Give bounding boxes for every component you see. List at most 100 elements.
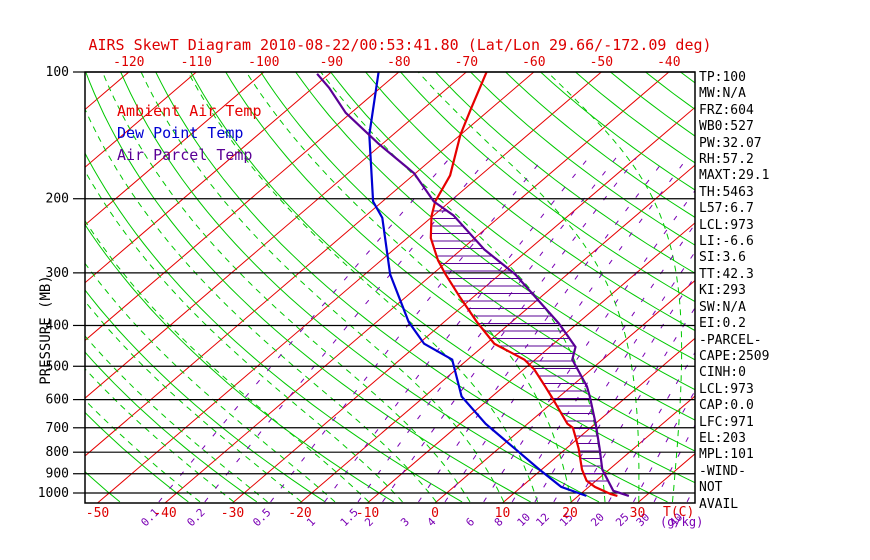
legend-ambient-air-temp: Ambient Air Temp — [117, 102, 262, 120]
stat-item: RH:57.2 — [699, 152, 754, 168]
stat-item: TT:42.3 — [699, 266, 754, 282]
dry-adiabat-line — [540, 72, 695, 191]
mixing-ratio-tick-label: 6 — [463, 515, 477, 529]
pressure-tick-label: 500 — [46, 359, 69, 374]
stat-item: EI:0.2 — [699, 316, 746, 332]
dry-adiabat-line — [505, 72, 695, 218]
pressure-tick-label: 400 — [46, 318, 69, 333]
stat-item: AVAIL — [699, 496, 739, 512]
moist-adiabat-lines — [85, 72, 683, 503]
axis-tick-labels: 0.1 0.2 0.5 1 1.5 2 3 4 6 8 10 12 15 20 25 30 4010020030… — [38, 55, 686, 529]
moist-adiabat-line — [85, 300, 302, 503]
stat-item: LI:-6.6 — [699, 234, 754, 250]
moist-adiabat-line — [85, 368, 235, 503]
isotherm-line — [85, 72, 197, 168]
top-temp-tick-label: -40 — [657, 55, 680, 70]
bottom-temp-tick-label: 30 — [630, 506, 646, 521]
dry-adiabat-line — [85, 471, 121, 503]
mixing-ratio-line — [418, 157, 667, 503]
cape-hatch-area — [431, 202, 608, 482]
mixing-ratio-line — [357, 157, 617, 503]
stat-item: -PARCEL- — [699, 332, 762, 348]
dry-adiabat-line — [470, 72, 695, 246]
isotherm-line — [299, 164, 695, 503]
stat-item: CINH:0 — [699, 365, 746, 381]
dry-adiabat-line — [190, 72, 695, 484]
dry-adiabat-line — [575, 72, 695, 164]
bottom-temp-tick-label: 0 — [431, 506, 439, 521]
stat-item: TP:100 — [699, 70, 746, 85]
mixing-ratio-line — [204, 157, 489, 503]
mixing-ratio-line — [158, 157, 451, 503]
bottom-temp-tick-label: 20 — [562, 506, 578, 521]
isotherm-line — [164, 72, 670, 503]
dry-adiabat-line — [400, 72, 695, 303]
pressure-tick-label: 1000 — [38, 486, 69, 501]
mixing-ratio-tick-label: 12 — [533, 511, 552, 530]
stat-item: KI:293 — [699, 283, 746, 299]
top-temp-tick-label: -90 — [320, 55, 343, 70]
moist-adiabat-line — [85, 262, 336, 503]
moist-adiabat-line — [547, 72, 683, 502]
dry-adiabat-line — [85, 152, 463, 503]
moist-adiabat-line — [85, 335, 268, 503]
stat-item: LFC:971 — [699, 414, 754, 430]
stat-item: MAXT:29.1 — [699, 168, 770, 184]
isotherm-line — [367, 222, 695, 503]
moist-adiabat-line — [85, 399, 201, 503]
mixing-ratio-unit-label: (g/kg) — [660, 515, 704, 529]
dry-adiabat-line — [435, 72, 695, 274]
isotherm-line — [85, 72, 130, 111]
dry-adiabat-line — [85, 351, 258, 503]
isotherm-line — [773, 72, 870, 503]
dry-adiabat-line — [225, 72, 695, 452]
stat-item: LCL:973 — [699, 381, 754, 397]
stat-item: CAPE:2509 — [699, 348, 770, 364]
dry-adiabat-line — [120, 72, 600, 503]
mixing-ratio-tick-label: 20 — [588, 511, 607, 530]
dry-adiabat-line — [365, 72, 695, 332]
stat-item: FRZ:604 — [699, 102, 754, 118]
curve-dew-point-temp — [368, 72, 587, 497]
pressure-axis-label: PRESSURE (MB) — [38, 275, 54, 385]
moist-adiabat-line — [140, 72, 505, 503]
top-temp-tick-label: -80 — [387, 55, 410, 70]
bottom-temp-tick-label: -40 — [153, 506, 176, 521]
pressure-tick-label: 300 — [46, 266, 69, 281]
dry-adiabat-lines — [85, 72, 695, 503]
top-temp-tick-label: -110 — [181, 55, 212, 70]
top-temp-tick-label: -60 — [522, 55, 545, 70]
dry-adiabat-line — [155, 72, 668, 503]
moist-adiabat-line — [85, 170, 403, 503]
moist-adiabat-line — [85, 107, 437, 503]
chart-title: AIRS SkewT Diagram 2010-08-22/00:53:41.8… — [88, 36, 712, 54]
isotherm-line — [85, 72, 467, 399]
isotherm-lines — [85, 72, 870, 503]
top-temp-tick-label: -50 — [590, 55, 613, 70]
moist-adiabat-line — [102, 72, 471, 503]
bottom-temp-tick-label: -30 — [221, 506, 244, 521]
mixing-ratio-line — [483, 189, 695, 503]
pressure-tick-label: 700 — [46, 421, 69, 436]
sounding-curves — [316, 72, 630, 497]
dry-adiabat-line — [85, 289, 326, 503]
stat-item: TH:5463 — [699, 184, 754, 200]
moist-adiabat-line — [320, 72, 606, 502]
mixing-ratio-tick-label: 10 — [515, 511, 534, 530]
pressure-tick-label: 600 — [46, 393, 69, 408]
stat-item: CAP:0.0 — [699, 398, 754, 414]
stat-item: L57:6.7 — [699, 201, 754, 217]
isotherm-line — [569, 395, 695, 503]
pressure-tick-label: 900 — [46, 467, 69, 482]
mixing-ratio-tick-label: 0.5 — [250, 506, 273, 529]
moist-adiabat-line — [417, 72, 640, 502]
dry-adiabat-line — [260, 72, 695, 421]
moist-adiabat-line — [245, 72, 572, 502]
mixing-ratio-line — [270, 157, 544, 503]
stat-item: EL:203 — [699, 430, 746, 446]
mixing-ratio-line — [511, 223, 695, 503]
plot-border — [84, 71, 696, 504]
dry-adiabat-line — [85, 223, 394, 503]
